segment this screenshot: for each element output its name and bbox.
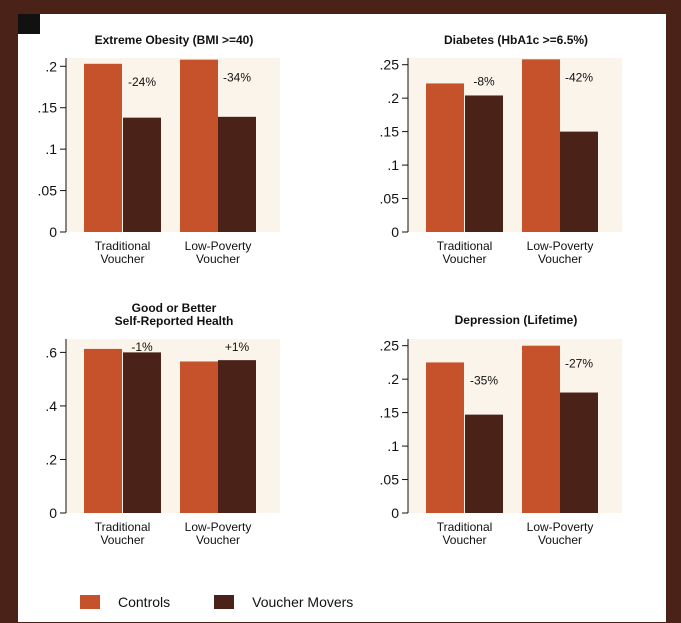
chart2-category-label: Low-Poverty: [527, 239, 594, 253]
chart4-y-tick-label: .25: [380, 338, 400, 354]
legend-item-movers: Voucher Movers: [214, 594, 353, 610]
chart3-bar-movers-1: [123, 352, 161, 513]
chart4-title: Depression (Lifetime): [455, 313, 578, 327]
legend-label-controls: Controls: [118, 594, 171, 610]
chart4-data-label-1: -35%: [470, 373, 498, 387]
chart2-y-tick-label: .25: [380, 57, 400, 73]
chart4-data-label-2: -27%: [565, 357, 593, 371]
chart2-category-label: Traditional: [437, 239, 493, 253]
chart2-category-label: Voucher: [442, 252, 486, 266]
chart2-y-tick-label: 0: [391, 224, 399, 240]
chart3-bar-controls-2: [180, 361, 218, 513]
chart3-bar-movers-2: [218, 360, 256, 513]
chart3-y-tick-label: .2: [45, 451, 57, 467]
chart3-category-label: Traditional: [95, 520, 151, 534]
chart4-y-tick-label: .2: [387, 371, 399, 387]
corner-block: [18, 14, 40, 34]
chart1-bar-movers-1: [123, 117, 161, 232]
chart3-category-label: Low-Poverty: [185, 520, 252, 534]
chart2-y-tick-label: .15: [380, 124, 400, 140]
chart2-bar-movers-2: [560, 131, 598, 232]
chart4-category-label: Traditional: [437, 520, 493, 534]
chart3-category-label: Voucher: [100, 533, 144, 547]
chart1-y-tick-label: .1: [45, 141, 57, 157]
chart4-category-label: Voucher: [442, 533, 486, 547]
chart3-bar-controls-1: [84, 348, 122, 513]
chart2-title: Diabetes (HbA1c >=6.5%): [444, 33, 588, 47]
chart1-category-label: Low-Poverty: [185, 239, 252, 253]
legend-swatch-movers: [214, 595, 235, 609]
chart2-y-tick-label: .2: [387, 90, 399, 106]
chart4-bar-controls-1: [426, 362, 464, 513]
chart3-y-tick-label: .4: [45, 398, 57, 414]
legend-swatch-controls: [80, 595, 100, 609]
chart4-y-tick-label: 0: [391, 505, 399, 521]
charts-canvas: Extreme Obesity (BMI >=40) 0 .05 .1 .15 .2 -24…: [38, 33, 622, 547]
figure-panel: Extreme Obesity (BMI >=40) 0 .05 .1 .15 .2 -24…: [18, 14, 666, 622]
chart2-data-label-1: -8%: [473, 74, 495, 88]
chart2-data-label-2: -42%: [565, 70, 593, 84]
chart1-y-tick-label: .15: [38, 100, 58, 116]
chart3-title: Self-Reported Health: [115, 314, 234, 328]
chart3-title: Good or Better: [132, 301, 217, 315]
chart3-category-label: Voucher: [196, 533, 240, 547]
chart2-y-tick-label: .05: [380, 191, 400, 207]
legend-label-movers: Voucher Movers: [252, 594, 354, 610]
chart1-y-tick-label: .2: [45, 58, 57, 74]
chart3-y-tick-label: 0: [49, 505, 57, 521]
chart1-bar-controls-2: [180, 59, 218, 233]
chart4-y-tick-label: .15: [380, 405, 400, 421]
chart2-category-label: Voucher: [538, 252, 582, 266]
chart1-bar-movers-2: [218, 116, 256, 232]
chart4-y-tick-label: .1: [387, 438, 399, 454]
chart4-bar-movers-2: [560, 392, 598, 513]
chart2-bar-movers-1: [465, 95, 503, 232]
chart4-y-tick-label: .05: [380, 472, 400, 488]
chart4-category-label: Voucher: [538, 533, 582, 547]
chart1-data-label-2: -34%: [223, 71, 251, 85]
chart4-category-label: Low-Poverty: [527, 520, 594, 534]
chart1-y-tick-label: 0: [49, 224, 57, 240]
chart1-data-label-1: -24%: [128, 75, 156, 89]
chart1-title: Extreme Obesity (BMI >=40): [95, 33, 254, 47]
chart1-category-label: Voucher: [100, 252, 144, 266]
chart1-category-label: Voucher: [196, 252, 240, 266]
chart2-bar-controls-2: [522, 59, 560, 232]
chart1-bar-controls-1: [84, 63, 122, 232]
chart1-category-label: Traditional: [95, 239, 151, 253]
chart1-y-tick-label: .05: [38, 183, 58, 199]
chart4-bar-controls-2: [522, 345, 560, 513]
chart2-bar-controls-1: [426, 83, 464, 232]
chart3-y-tick-label: .6: [45, 344, 57, 360]
legend-item-controls: Controls: [80, 594, 170, 610]
chart3-data-label-2: +1%: [225, 340, 250, 354]
legend: Controls Voucher Movers: [80, 592, 397, 612]
chart3-data-label-1: -1%: [131, 340, 153, 354]
chart4-bar-movers-1: [465, 414, 503, 513]
chart2-y-tick-label: .1: [387, 157, 399, 173]
